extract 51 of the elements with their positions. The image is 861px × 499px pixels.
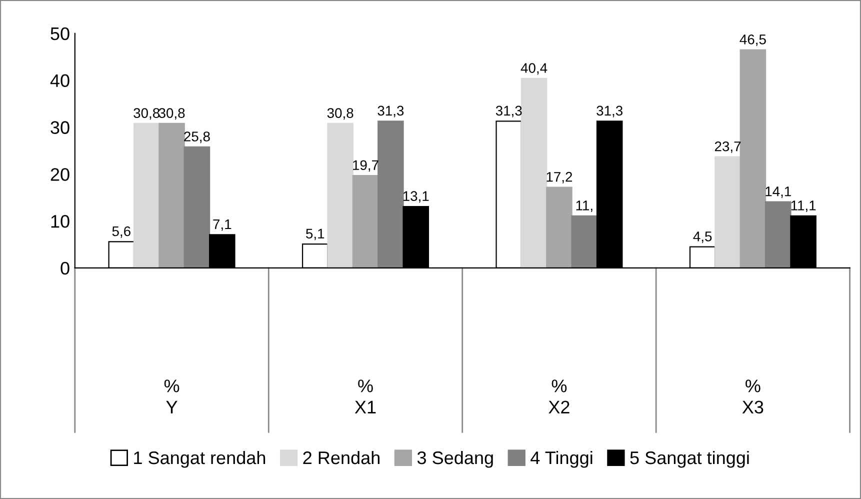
- y-tick-label: 30: [50, 121, 70, 134]
- data-label: 40,4: [520, 63, 548, 75]
- bar: [158, 122, 185, 268]
- data-label: 30,8: [134, 108, 160, 120]
- bar: [184, 146, 210, 268]
- legend-label: 4 Tinggi: [530, 450, 592, 468]
- data-label: 19,7: [353, 160, 378, 172]
- data-label: 5,1: [306, 228, 324, 240]
- data-label: 7,1: [213, 219, 232, 231]
- y-tick-label: 10: [51, 214, 70, 228]
- bar: [133, 122, 160, 268]
- data-label: 31,3: [378, 106, 404, 118]
- text: X2: [548, 400, 570, 414]
- bar: [714, 156, 741, 268]
- bar: [327, 122, 354, 268]
- data-label: 5,6: [112, 226, 130, 238]
- legend-label: 5 Sangat tinggi: [630, 450, 749, 468]
- data-label: 11,: [576, 200, 592, 212]
- bar: [520, 78, 548, 268]
- legend-label: 3 Sedang: [417, 450, 493, 468]
- bar: [740, 49, 766, 268]
- y-tick-label: 20: [50, 168, 70, 181]
- text: X1: [354, 400, 376, 414]
- data-label: 23,7: [714, 141, 741, 153]
- data-label: 17,2: [546, 172, 572, 184]
- data-label: 31,3: [596, 106, 622, 118]
- bar: [571, 215, 598, 268]
- data-label: 46,5: [740, 34, 766, 46]
- y-tick-label: 40: [50, 74, 70, 88]
- y-tick-label: 50: [50, 27, 70, 40]
- x-tick-label: %: [552, 380, 567, 392]
- text: X3: [742, 400, 764, 414]
- x-tick-label: %: [746, 380, 760, 392]
- legend-label: 1 Sangat rendah: [134, 450, 266, 468]
- data-label: 13,1: [403, 191, 429, 203]
- data-label: 30,8: [158, 108, 185, 120]
- bar: [546, 186, 572, 268]
- data-label: 30,8: [327, 108, 354, 120]
- data-label: 14,1: [766, 186, 791, 198]
- data-label: 11,1: [791, 200, 816, 212]
- legend-label: 2 Rendah: [303, 450, 380, 464]
- x-tick-label: %: [358, 380, 373, 392]
- bar: [352, 175, 379, 268]
- x-tick-label: %: [164, 380, 180, 392]
- text: Y: [166, 400, 178, 414]
- data-label: 31,3: [496, 106, 522, 118]
- data-label: 4,5: [693, 232, 712, 243]
- bar: [378, 120, 404, 268]
- data-label: 25,8: [184, 132, 210, 144]
- bar: [764, 201, 792, 268]
- y-tick-label: 0: [60, 262, 70, 275]
